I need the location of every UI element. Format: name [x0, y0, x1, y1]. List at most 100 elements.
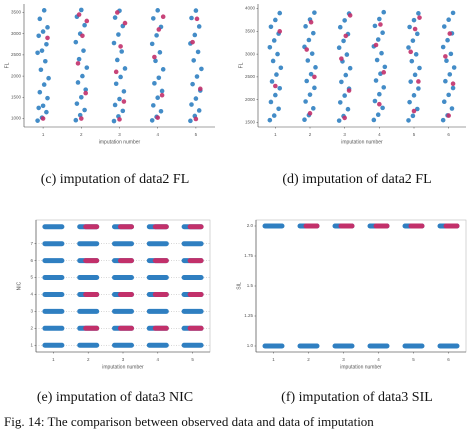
- data-point: [346, 88, 352, 93]
- data-point: [271, 38, 277, 43]
- x-tick-label: 3: [118, 132, 121, 137]
- data-band: [112, 241, 134, 247]
- data-point: [80, 33, 85, 39]
- x-axis-label: imputation number: [99, 139, 141, 145]
- data-point: [193, 96, 199, 101]
- data-point: [309, 51, 315, 56]
- data-band: [443, 223, 460, 229]
- data-point: [443, 78, 448, 84]
- data-point: [189, 102, 194, 107]
- data-point: [336, 118, 342, 123]
- data-band: [338, 223, 355, 229]
- data-point: [39, 48, 45, 53]
- y-tick-label: 1.75: [244, 253, 253, 258]
- data-point: [273, 83, 278, 89]
- x-tick-label: 2: [307, 357, 310, 362]
- data-point: [45, 35, 50, 41]
- data-point: [448, 51, 454, 57]
- data-band: [83, 224, 100, 230]
- data-point: [407, 24, 412, 30]
- data-point: [275, 51, 280, 57]
- data-band: [42, 241, 65, 247]
- data-band: [77, 308, 100, 314]
- x-tick-label: 5: [195, 132, 198, 137]
- data-point: [267, 117, 273, 123]
- data-point: [155, 8, 160, 13]
- x-tick-label: 3: [122, 357, 125, 362]
- data-point: [193, 116, 199, 122]
- data-point: [80, 73, 85, 79]
- data-point: [268, 24, 274, 30]
- data-point: [271, 113, 277, 118]
- y-tick-label: 1.5: [247, 283, 254, 288]
- x-tick-label: 6: [447, 357, 450, 362]
- data-point: [440, 44, 446, 50]
- y-axis-label: FL: [238, 62, 244, 68]
- data-point: [377, 16, 382, 22]
- data-point: [416, 79, 421, 84]
- data-point: [450, 85, 456, 91]
- data-band: [112, 308, 134, 314]
- data-point: [443, 54, 448, 59]
- data-point: [75, 61, 81, 66]
- y-tick-label: 4: [30, 292, 33, 297]
- data-point: [121, 99, 127, 104]
- data-band: [187, 325, 204, 331]
- data-point: [303, 24, 308, 29]
- data-point: [342, 18, 347, 23]
- data-band: [181, 275, 204, 281]
- data-point: [337, 100, 343, 105]
- data-band: [262, 223, 285, 229]
- data-point: [196, 24, 202, 29]
- data-band: [42, 275, 65, 281]
- data-band: [187, 258, 204, 264]
- data-point: [151, 16, 156, 21]
- data-point: [81, 48, 86, 53]
- data-point: [305, 58, 311, 63]
- data-point: [41, 8, 47, 13]
- data-band: [146, 241, 169, 247]
- data-band: [187, 224, 204, 230]
- x-axis-label: imputation number: [102, 364, 144, 370]
- data-point: [192, 32, 198, 38]
- data-band: [42, 308, 65, 314]
- data-point: [406, 45, 411, 50]
- y-tick-label: 2000: [11, 73, 22, 78]
- data-point: [411, 108, 417, 114]
- data-band: [297, 343, 320, 349]
- data-point: [276, 106, 281, 112]
- data-band: [181, 241, 204, 247]
- data-point: [379, 50, 384, 56]
- data-point: [122, 20, 128, 26]
- data-point: [416, 86, 421, 91]
- data-point: [76, 12, 82, 17]
- y-tick-label: 1500: [245, 120, 256, 125]
- data-point: [149, 118, 155, 123]
- data-point: [303, 99, 308, 104]
- figure-caption: Fig. 14: The comparison between observed…: [4, 414, 374, 429]
- data-band: [118, 258, 134, 264]
- data-band: [118, 224, 134, 230]
- y-tick-label: 2500: [245, 74, 256, 79]
- data-point: [336, 45, 342, 51]
- subfigure-caption: (f) imputation of data3 SIL: [281, 390, 433, 405]
- data-point: [44, 41, 49, 47]
- data-point: [194, 74, 200, 79]
- data-point: [446, 113, 451, 118]
- data-point: [277, 10, 283, 16]
- data-point: [79, 116, 84, 121]
- data-point: [343, 33, 349, 39]
- x-tick-label: 5: [413, 132, 416, 137]
- data-point: [115, 57, 120, 63]
- x-tick-label: 6: [447, 132, 450, 137]
- data-band: [118, 291, 134, 297]
- x-tick-label: 5: [191, 357, 194, 362]
- y-axis-label: SIL: [236, 282, 242, 290]
- data-point: [381, 9, 387, 15]
- data-point: [371, 117, 377, 123]
- x-axis-label: imputation number: [341, 139, 383, 145]
- data-point: [339, 79, 344, 85]
- data-point: [79, 7, 84, 13]
- x-tick-label: 1: [42, 132, 45, 137]
- data-point: [447, 31, 453, 36]
